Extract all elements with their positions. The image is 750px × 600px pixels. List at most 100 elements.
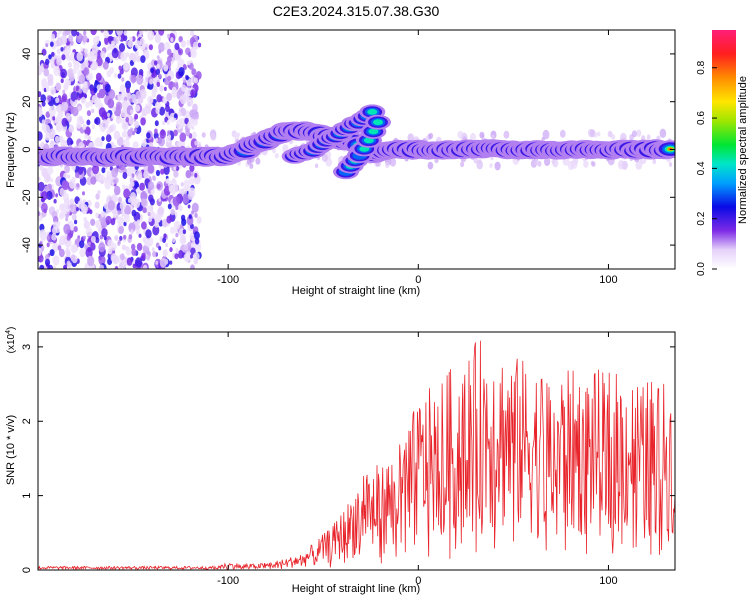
noise-speckle: [158, 73, 162, 79]
noise-speckle: [170, 226, 176, 234]
noise-speckle: [43, 208, 47, 214]
noise-speckle: [156, 63, 160, 69]
noise-speckle: [103, 30, 109, 39]
noise-speckle: [135, 257, 143, 268]
colorbar-tick-label: 0.0: [696, 262, 707, 276]
noise-speckle: [61, 95, 67, 104]
noise-speckle: [158, 106, 166, 116]
noise-speckle: [154, 33, 161, 44]
noise-speckle: [182, 229, 187, 235]
noise-speckle: [107, 98, 115, 109]
noise-speckle: [171, 237, 176, 243]
noise-speckle: [118, 226, 124, 234]
colorbar: 0.0 0.2 0.4 0.6 0.8 Normalized spectral ampl…: [696, 30, 749, 276]
svg-text:(x104): (x104): [5, 327, 17, 354]
noise-speckle: [91, 108, 95, 114]
noise-speckle: [191, 109, 199, 120]
noise-speckle: [117, 210, 121, 215]
noise-speckle: [38, 65, 43, 76]
noise-speckle: [153, 60, 158, 66]
noise-speckle: [75, 172, 80, 179]
noise-speckle: [552, 158, 559, 168]
noise-speckle: [144, 241, 148, 247]
noise-speckle: [66, 137, 73, 147]
noise-speckle: [89, 209, 93, 215]
noise-speckle: [186, 215, 194, 226]
noise-speckle: [123, 30, 128, 36]
noise-speckle: [173, 220, 181, 230]
noise-speckle: [139, 37, 145, 46]
noise-speckle: [187, 60, 191, 66]
noise-speckle: [69, 203, 76, 213]
noise-speckle: [84, 52, 88, 58]
noise-speckle: [140, 190, 148, 202]
noise-speckle: [60, 78, 64, 84]
spectrogram-layer: [38, 30, 675, 269]
noise-speckle: [174, 42, 180, 51]
noise-speckle: [193, 252, 200, 262]
colorbar-tick-label: 0.8: [696, 60, 707, 74]
noise-speckle: [155, 137, 159, 143]
noise-speckle: [41, 123, 47, 131]
noise-speckle: [160, 168, 165, 175]
noise-speckle: [70, 244, 77, 254]
noise-speckle: [81, 204, 88, 215]
noise-speckle: [147, 212, 151, 217]
snr-y-label: SNR (10 * v/v): [5, 415, 17, 485]
noise-speckle: [45, 86, 50, 92]
noise-speckle: [47, 264, 54, 269]
noise-speckle: [152, 225, 160, 236]
noise-speckle: [53, 198, 57, 204]
noise-speckle: [179, 132, 187, 142]
noise-speckle: [91, 124, 95, 130]
noise-speckle: [175, 247, 179, 253]
noise-speckle: [186, 39, 191, 46]
noise-speckle: [154, 30, 159, 33]
noise-speckle: [97, 190, 101, 195]
noise-speckle: [70, 91, 78, 102]
noise-speckle: [117, 240, 121, 245]
noise-speckle: [136, 55, 142, 63]
noise-speckle: [60, 47, 64, 52]
noise-speckle: [93, 36, 100, 46]
noise-speckle: [56, 65, 59, 70]
noise-speckle: [180, 182, 184, 187]
noise-speckle: [105, 134, 112, 143]
noise-speckle: [389, 158, 397, 167]
snr-y-tick-label: 2: [21, 418, 33, 424]
noise-speckle: [41, 191, 48, 201]
noise-speckle: [210, 132, 216, 140]
noise-speckle: [95, 193, 100, 200]
noise-speckle: [63, 264, 67, 269]
noise-speckle: [158, 136, 165, 147]
noise-speckle: [136, 74, 144, 86]
noise-speckle: [159, 129, 166, 139]
noise-speckle: [55, 122, 63, 132]
noise-speckle: [86, 110, 91, 117]
noise-speckle: [191, 68, 197, 76]
noise-speckle: [105, 215, 112, 225]
noise-speckle: [148, 194, 154, 203]
noise-speckle: [67, 174, 71, 179]
noise-speckle: [45, 43, 49, 48]
noise-speckle: [87, 72, 93, 81]
colorbar-ticks: 0.0 0.2 0.4 0.6 0.8: [696, 60, 717, 276]
noise-speckle: [132, 141, 139, 150]
noise-speckle: [77, 166, 84, 175]
noise-speckle: [141, 221, 147, 230]
noise-speckle: [169, 247, 173, 253]
noise-speckle: [121, 212, 125, 217]
noise-speckle: [87, 255, 95, 267]
noise-speckle: [111, 193, 118, 203]
noise-speckle: [59, 212, 64, 220]
noise-speckle: [179, 235, 187, 245]
noise-speckle: [52, 116, 56, 121]
noise-speckle: [201, 132, 206, 138]
noise-speckle: [140, 117, 146, 126]
noise-speckle: [193, 77, 198, 84]
noise-speckle: [457, 130, 464, 139]
noise-speckle: [83, 81, 88, 89]
noise-speckle: [131, 248, 137, 256]
noise-speckle: [149, 78, 154, 85]
noise-speckle: [476, 160, 484, 170]
